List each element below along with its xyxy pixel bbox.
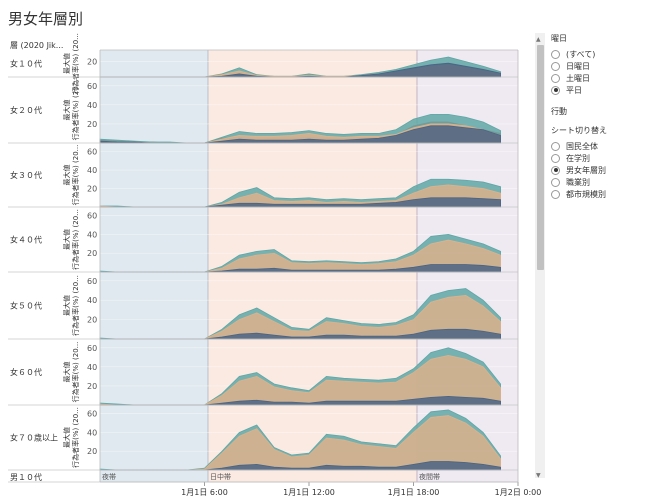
sheet-option-label: 都市規模別 xyxy=(566,189,606,199)
day-option[interactable]: 土曜日 xyxy=(551,72,656,84)
scrollbar-thumb xyxy=(537,45,544,270)
sheet-switch-title: シート切り替え xyxy=(551,126,607,135)
y-axis-label-max: 最大値 xyxy=(62,229,71,250)
panel-label: 女１０代 xyxy=(10,59,42,69)
x-tick-label: 1月2日 0:00 xyxy=(495,488,542,497)
panel-label: 女３０代 xyxy=(10,170,42,180)
y-axis-title: 行為者率(%) (20...最大値 xyxy=(62,80,80,141)
panel-label: 女７０歳以上 xyxy=(10,433,58,443)
sheet-option-label: 在学別 xyxy=(566,153,590,163)
x-tick-label: 1月1日 18:00 xyxy=(388,488,440,497)
panel-label: 女６０代 xyxy=(10,367,42,377)
y-axis-label: 行為者率(%) (20... xyxy=(71,407,80,468)
panel-label: 女４０代 xyxy=(10,235,42,245)
radio-icon[interactable] xyxy=(551,49,560,59)
y-tick-label: 20 xyxy=(87,185,97,194)
action-title: 行動 xyxy=(551,107,567,116)
y-tick-label: 40 xyxy=(87,363,97,372)
sheet-option[interactable]: 国民全体 xyxy=(551,140,656,152)
y-tick-label: 40 xyxy=(87,230,97,239)
radio-icon[interactable] xyxy=(551,61,560,71)
day-option[interactable]: 平日 xyxy=(551,84,656,96)
sheet-option[interactable]: 男女年層別 xyxy=(551,164,656,176)
y-tick-label: 40 xyxy=(87,101,97,110)
page-title: 男女年層別 xyxy=(8,10,84,28)
radio-icon[interactable] xyxy=(551,177,560,187)
radio-icon[interactable] xyxy=(551,189,560,199)
y-tick-label: 40 xyxy=(87,166,97,175)
night-band xyxy=(100,50,208,482)
y-tick-label: 40 xyxy=(87,428,97,437)
y-tick-label: 20 xyxy=(87,316,97,325)
x-tick-label: 1月1日 12:00 xyxy=(283,488,335,497)
radio-icon[interactable] xyxy=(551,165,560,175)
panel-label: 女２０代 xyxy=(10,105,42,115)
y-axis-label-max: 最大値 xyxy=(62,100,71,121)
day-option-label: (すべて) xyxy=(566,49,596,59)
radio-icon[interactable] xyxy=(551,141,560,151)
y-axis-title: 行為者率(%) (20...最大値 xyxy=(62,209,80,270)
sheet-option[interactable]: 在学別 xyxy=(551,152,656,164)
band-label: 夜帯 xyxy=(102,472,116,481)
sheet-option[interactable]: 都市規模別 xyxy=(551,188,656,200)
y-tick-label: 60 xyxy=(87,344,97,353)
x-tick-label: 1月1日 6:00 xyxy=(181,488,228,497)
sheet-option-label: 国民全体 xyxy=(566,141,598,151)
y-tick-label: 60 xyxy=(87,82,97,91)
y-axis-label-max: 最大値 xyxy=(62,53,71,74)
scroll-down-icon: ▼ xyxy=(536,472,541,479)
panel-label: 男１０代 xyxy=(10,472,42,482)
y-axis-title: 行為者率(%) (20...最大値 xyxy=(62,342,80,403)
scroll-up-icon: ▲ xyxy=(536,36,541,43)
row-header[interactable]: 層 (2020 Jik... xyxy=(10,41,64,50)
y-tick-label: 40 xyxy=(87,296,97,305)
y-tick-label: 20 xyxy=(87,249,97,258)
y-axis-label-max: 最大値 xyxy=(62,165,71,186)
day-option[interactable]: (すべて) xyxy=(551,48,656,60)
filter-panel: 曜日 (すべて) 日曜日土曜日平日 行動 シート切り替え 国民全体在学別男女年層別… xyxy=(551,33,656,200)
y-axis-title: 行為者率(%) (20...最大値 xyxy=(62,407,80,468)
y-axis-label-max: 最大値 xyxy=(62,427,71,448)
y-axis-label-max: 最大値 xyxy=(62,362,71,383)
day-option-label: 土曜日 xyxy=(566,73,590,83)
band-label: 夜間帯 xyxy=(419,472,440,481)
y-tick-label: 60 xyxy=(87,277,97,286)
y-axis-label: 行為者率(%) (20... xyxy=(71,275,80,336)
y-axis-label: 行為者率(%) (20... xyxy=(71,145,80,206)
y-axis-label: 行為者率(%) (20... xyxy=(71,342,80,403)
y-tick-label: 20 xyxy=(87,58,97,67)
y-tick-label: 20 xyxy=(87,447,97,456)
day-filter-title: 曜日 xyxy=(551,34,567,43)
day-option[interactable]: 日曜日 xyxy=(551,60,656,72)
y-axis-label: 行為者率(%) (20... xyxy=(71,33,80,94)
day-option-label: 日曜日 xyxy=(566,61,590,71)
y-axis-title: 行為者率(%) (20...最大値 xyxy=(62,145,80,206)
y-axis-label-max: 最大値 xyxy=(62,295,71,316)
y-axis-title: 行為者率(%) (20...最大値 xyxy=(62,33,80,94)
y-tick-label: 20 xyxy=(87,120,97,129)
radio-icon[interactable] xyxy=(551,85,560,95)
y-tick-label: 60 xyxy=(87,212,97,221)
sheet-option-label: 男女年層別 xyxy=(566,165,606,175)
y-tick-label: 60 xyxy=(87,410,97,419)
y-tick-label: 60 xyxy=(87,148,97,157)
radio-icon[interactable] xyxy=(551,153,560,163)
panel-label: 女５０代 xyxy=(10,301,42,311)
y-axis-label: 行為者率(%) (20... xyxy=(71,209,80,270)
day-option-label: 平日 xyxy=(566,85,582,95)
sheet-option-label: 職業別 xyxy=(566,177,590,187)
y-tick-label: 20 xyxy=(87,382,97,391)
y-axis-label: 行為者率(%) (20... xyxy=(71,80,80,141)
radio-icon[interactable] xyxy=(551,73,560,83)
sheet-option[interactable]: 職業別 xyxy=(551,176,656,188)
band-label: 日中帯 xyxy=(210,472,231,481)
y-axis-title: 行為者率(%) (20...最大値 xyxy=(62,275,80,336)
